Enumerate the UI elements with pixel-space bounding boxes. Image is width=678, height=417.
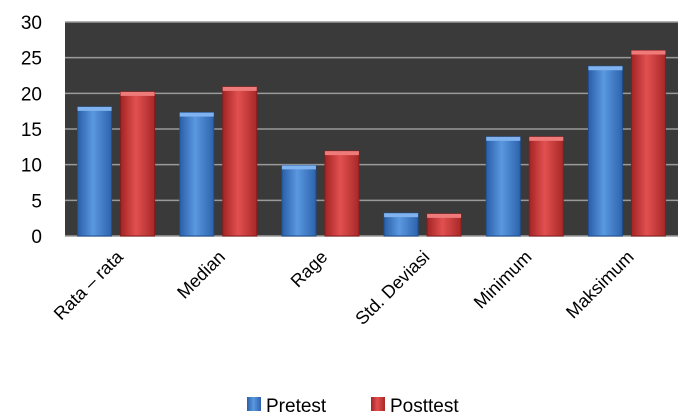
bar-posttest xyxy=(630,50,666,237)
bar-top-highlight xyxy=(222,86,257,91)
bar-top-highlight xyxy=(281,165,316,170)
category-label: Minimum xyxy=(470,247,536,313)
y-tick-label: 20 xyxy=(21,84,42,105)
bar-top-highlight xyxy=(427,213,462,218)
bar-top-highlight xyxy=(77,106,112,111)
gridlines xyxy=(65,21,678,237)
category-label: Rata – rata xyxy=(50,246,128,324)
y-tick-label: 15 xyxy=(21,120,42,141)
bar-top-highlight xyxy=(631,50,666,55)
y-tick-label: 5 xyxy=(31,191,42,212)
bar-top-highlight xyxy=(588,66,623,71)
y-tick-label: 10 xyxy=(21,156,42,177)
x-axis: Rata – rata Median Rage Std. Deviasi Minimum… xyxy=(50,246,638,329)
bar-pretest xyxy=(587,65,623,237)
y-axis: 0 5 10 15 20 25 30 xyxy=(21,13,42,248)
legend-label-pretest: Pretest xyxy=(266,396,327,417)
legend-swatch-pretest xyxy=(247,397,261,411)
bar-top-highlight xyxy=(120,91,155,96)
y-tick-label: 25 xyxy=(21,49,42,70)
legend-label-posttest: Posttest xyxy=(390,396,459,417)
category-label: Rage xyxy=(287,247,332,292)
bar-top-highlight xyxy=(486,136,521,141)
category-label: Std. Deviasi xyxy=(351,247,433,329)
legend: Pretest Posttest xyxy=(247,396,459,417)
category-label: Maksimum xyxy=(562,247,638,323)
bar-top-highlight xyxy=(179,112,214,117)
legend-swatch-posttest xyxy=(371,397,385,411)
bar-posttest xyxy=(120,91,156,237)
category-label: Median xyxy=(173,247,229,303)
bar-top-highlight xyxy=(324,151,359,156)
bars xyxy=(77,50,666,237)
bar-top-highlight xyxy=(529,136,564,141)
bar-top-highlight xyxy=(384,213,419,218)
bar-pretest xyxy=(179,112,215,237)
bar-posttest xyxy=(222,86,258,237)
bar-pretest xyxy=(485,136,521,237)
bar-pretest xyxy=(281,164,317,237)
y-tick-label: 30 xyxy=(21,13,42,34)
bar-posttest xyxy=(324,150,360,237)
bar-pretest xyxy=(77,106,113,237)
bar-posttest xyxy=(528,136,564,237)
y-tick-label: 0 xyxy=(31,227,42,248)
